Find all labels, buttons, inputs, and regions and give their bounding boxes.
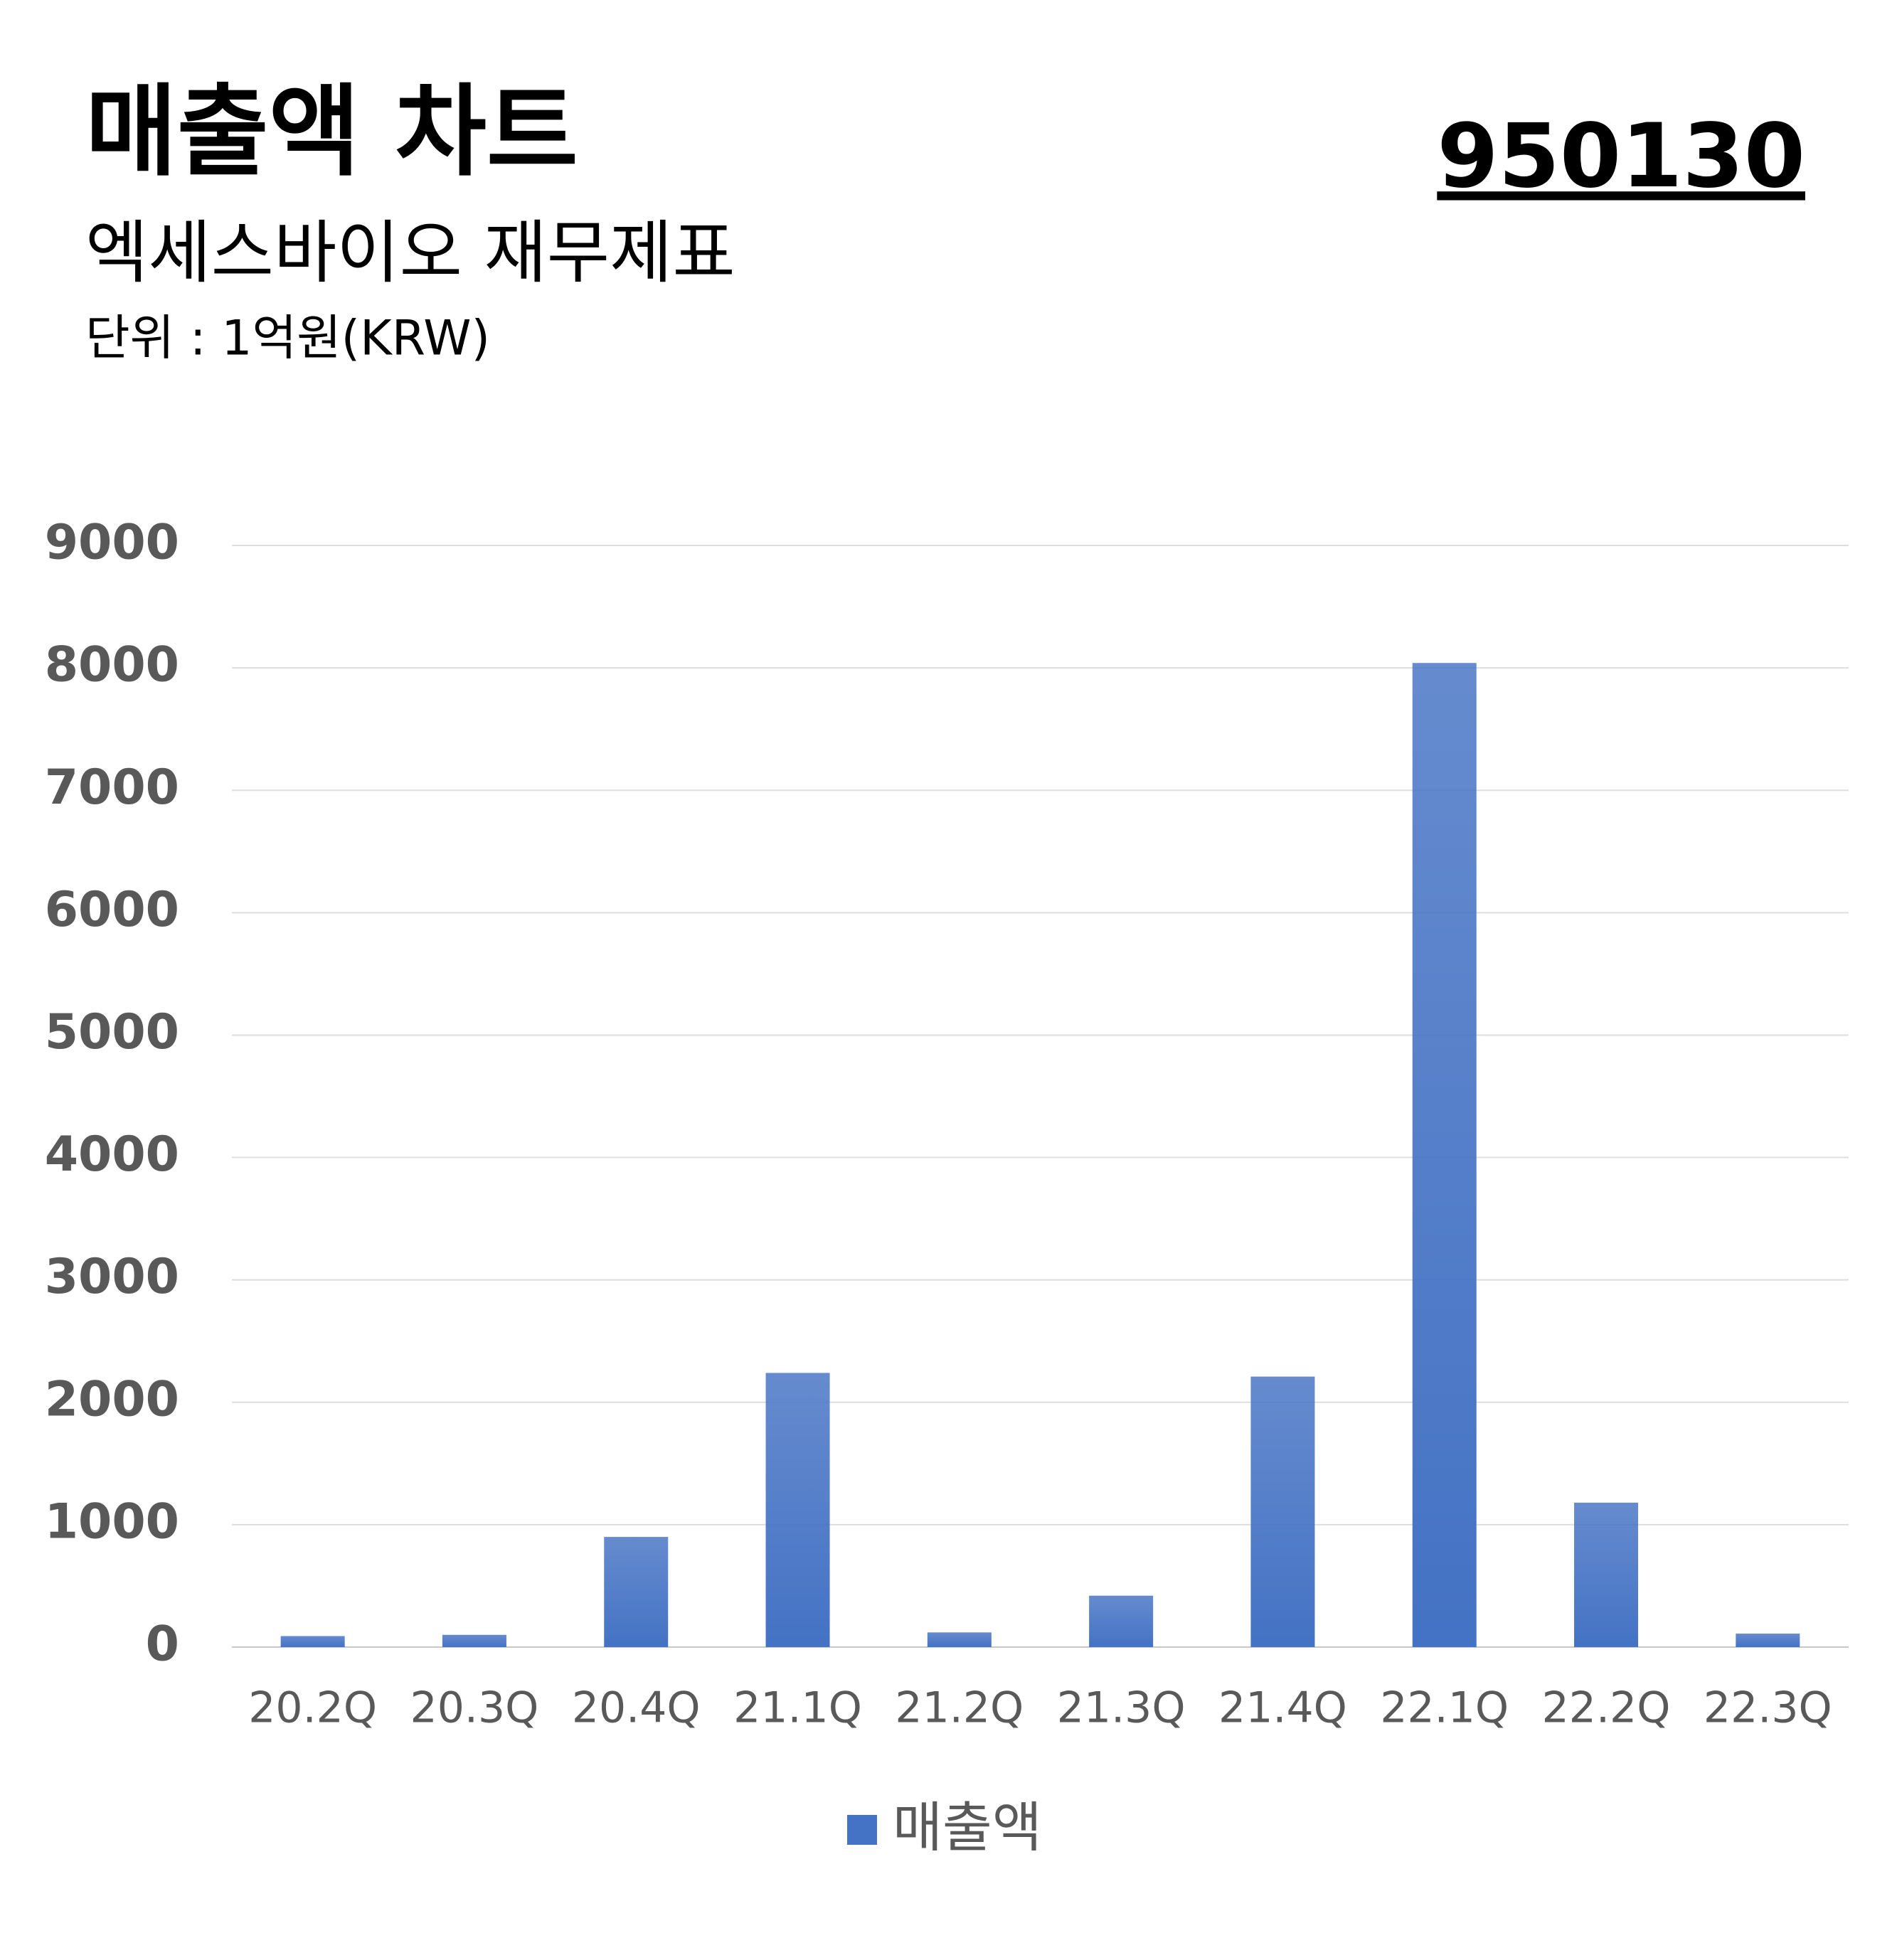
bar — [927, 1632, 992, 1647]
y-tick-label: 2000 — [45, 1371, 179, 1427]
y-tick-label: 6000 — [45, 882, 179, 938]
x-tick-label: 22.3Q — [1704, 1683, 1832, 1733]
bar — [442, 1634, 506, 1647]
y-tick-label: 1000 — [45, 1493, 179, 1550]
bar — [280, 1636, 345, 1647]
y-tick-label: 9000 — [45, 515, 179, 571]
x-tick-label: 20.3Q — [410, 1683, 539, 1733]
y-tick-label: 4000 — [45, 1127, 179, 1183]
x-tick-label: 20.2Q — [248, 1683, 377, 1733]
y-tick-label: 0 — [146, 1617, 179, 1673]
y-tick-label: 7000 — [45, 760, 179, 816]
chart-title: 매출액 차트 — [85, 75, 578, 191]
chart-subtitle: 엑세스바이오 재무제표 — [85, 213, 735, 292]
x-tick-label: 22.2Q — [1542, 1683, 1671, 1733]
bar — [604, 1537, 669, 1647]
bar — [1412, 663, 1477, 1647]
stock-code: 950130 — [1437, 105, 1805, 208]
bar — [765, 1373, 830, 1647]
bar — [1736, 1634, 1800, 1647]
x-tick-label: 21.2Q — [895, 1683, 1024, 1733]
y-tick-label: 3000 — [45, 1249, 179, 1305]
y-tick-label: 5000 — [45, 1004, 179, 1060]
x-tick-label: 21.1Q — [733, 1683, 862, 1733]
y-tick-label: 8000 — [45, 637, 179, 693]
x-tick-label: 22.1Q — [1380, 1683, 1509, 1733]
bar — [1089, 1595, 1154, 1647]
x-tick-label: 21.4Q — [1218, 1683, 1347, 1733]
legend-label: 매출액 — [893, 1796, 1042, 1859]
bar — [1250, 1376, 1315, 1647]
bar — [1574, 1502, 1639, 1647]
x-tick-label: 20.4Q — [572, 1683, 701, 1733]
x-tick-label: 21.3Q — [1057, 1683, 1186, 1733]
legend-swatch — [847, 1815, 877, 1845]
unit-label: 단위 : 1억원(KRW) — [85, 311, 490, 367]
